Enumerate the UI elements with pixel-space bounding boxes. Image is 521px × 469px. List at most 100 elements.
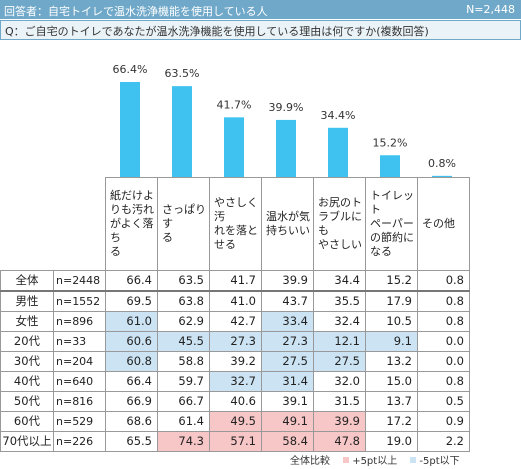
header-bar: 回答者：自宅トイレで温水洗浄機能を使用している人 N=2,448 <box>0 0 521 19</box>
table-cell: 39.1 <box>261 390 314 412</box>
table-cell: 0.8 <box>417 310 470 332</box>
table-cell: 0.9 <box>417 410 470 432</box>
row-sample-size: n=2448 <box>53 269 106 292</box>
column-header: 温水が気 持ちいい <box>261 177 314 271</box>
legend-low: -5pt以下 <box>410 456 460 467</box>
bar-value-label-1: 66.4% <box>113 63 148 76</box>
row-sample-size: n=1552 <box>53 290 106 312</box>
respondents-text: 回答者：自宅トイレで温水洗浄機能を使用している人 <box>4 3 268 19</box>
table-cell: 61.4 <box>157 410 210 432</box>
table-cell: 47.8 <box>313 430 366 452</box>
table-cell: 0.8 <box>417 290 470 312</box>
table-cell: 45.5 <box>157 330 210 352</box>
table-cell: 66.7 <box>157 390 210 412</box>
table-cell: 49.1 <box>261 410 314 432</box>
table-cell: 74.3 <box>157 430 210 452</box>
legend-high-swatch <box>343 457 350 463</box>
table-cell: 60.6 <box>105 330 158 352</box>
row-label: 全体 <box>0 269 54 292</box>
table-cell: 58.8 <box>157 350 210 372</box>
table-cell: 27.5 <box>261 350 314 372</box>
row-label: 30代 <box>0 350 54 372</box>
respondents-label: 回答者： <box>4 5 48 18</box>
table-cell: 13.2 <box>365 350 418 372</box>
table-cell: 15.2 <box>365 269 418 292</box>
row-sample-size: n=204 <box>53 350 106 372</box>
table-cell: 0.8 <box>417 370 470 392</box>
legend-high: +5pt以上 <box>343 456 397 467</box>
bar-6 <box>380 155 400 177</box>
row-sample-size: n=529 <box>53 410 106 432</box>
table-cell: 60.8 <box>105 350 158 372</box>
table-cell: 49.5 <box>209 410 262 432</box>
legend-low-label: -5pt以下 <box>419 456 460 467</box>
row-label: 女性 <box>0 310 54 332</box>
bar-value-label-6: 15.2% <box>373 136 408 149</box>
table-row: 30代 n=204 60.8 58.8 39.2 27.5 27.5 13.2 0.0 <box>0 350 470 372</box>
table-cell: 42.7 <box>209 310 262 332</box>
table-cell: 0.5 <box>417 390 470 412</box>
row-sample-size: n=816 <box>53 390 106 412</box>
table-cell: 58.4 <box>261 430 314 452</box>
table-cell: 68.6 <box>105 410 158 432</box>
table-cell: 0.0 <box>417 330 470 352</box>
table-cell: 17.9 <box>365 290 418 312</box>
row-sample-size: n=33 <box>53 330 106 352</box>
row-sample-size: n=640 <box>53 370 106 392</box>
bar-value-label-3: 41.7% <box>217 98 252 111</box>
bar-1 <box>120 82 140 177</box>
table-cell: 27.3 <box>209 330 262 352</box>
table-cell: 39.9 <box>261 269 314 292</box>
column-header: やさしく汚 れを落と せる <box>209 177 262 271</box>
table-cell: 63.8 <box>157 290 210 312</box>
table-row: 女性 n=896 61.0 62.9 42.7 33.4 32.4 10.5 0.8 <box>0 310 470 332</box>
table-cell: 41.7 <box>209 269 262 292</box>
bar-chart: 66.4% 63.5% 41.7% 39.9% 34.4% 15.2% 0.8% <box>113 63 456 177</box>
table-cell: 9.1 <box>365 330 418 352</box>
table-cell: 66.4 <box>105 370 158 392</box>
table-cell: 34.4 <box>313 269 366 292</box>
bar-2 <box>172 86 192 177</box>
table-cell: 32.7 <box>209 370 262 392</box>
respondents-value: 自宅トイレで温水洗浄機能を使用している人 <box>48 5 268 18</box>
column-header: さっぱりする <box>157 177 210 271</box>
table-cell: 17.2 <box>365 410 418 432</box>
table-cell: 33.4 <box>261 310 314 332</box>
bar-4 <box>276 119 296 177</box>
table-cell: 57.1 <box>209 430 262 452</box>
table-cell: 32.4 <box>313 310 366 332</box>
table-cell: 63.5 <box>157 269 210 292</box>
table-cell: 2.2 <box>417 430 470 452</box>
table-cell: 10.5 <box>365 310 418 332</box>
table-cell: 62.9 <box>157 310 210 332</box>
bar-value-label-4: 39.9% <box>269 101 304 114</box>
question-text: Q：ご自宅のトイレであなたが温水洗浄機能を使用している理由は何ですか(複数回答) <box>5 25 429 38</box>
row-label: 男性 <box>0 290 54 312</box>
table-row: 50代 n=816 66.9 66.7 40.6 39.1 31.5 13.7 0.5 <box>0 390 470 412</box>
table-cell: 15.0 <box>365 370 418 392</box>
bar-value-label-7: 0.8% <box>428 157 456 170</box>
bar-value-label-5: 34.4% <box>321 109 356 122</box>
table-row: 20代 n=33 60.6 45.5 27.3 27.3 12.1 9.1 0.0 <box>0 330 470 352</box>
table-row: 70代以上 n=226 65.5 74.3 57.1 58.4 47.8 19.0 2.2 <box>0 430 470 452</box>
header-blank-cell <box>0 177 106 271</box>
question-box: Q：ご自宅のトイレであなたが温水洗浄機能を使用している理由は何ですか(複数回答) <box>0 20 521 40</box>
row-label: 60代 <box>0 410 54 432</box>
row-label: 40代 <box>0 370 54 392</box>
table-row: 40代 n=640 66.4 59.7 32.7 31.4 32.0 15.0 0.8 <box>0 370 470 392</box>
row-sample-size: n=896 <box>53 310 106 332</box>
table-cell: 66.4 <box>105 269 158 292</box>
table-cell: 59.7 <box>157 370 210 392</box>
table-cell: 41.0 <box>209 290 262 312</box>
column-header: その他 <box>417 177 470 271</box>
table-cell: 12.1 <box>313 330 366 352</box>
table-cell: 31.5 <box>313 390 366 412</box>
row-label: 20代 <box>0 330 54 352</box>
crosstab-table: 紙だけよ りも汚れ がよく落ちるさっぱりするやさしく汚 れを落と せる 温水が気 持ちいいお… <box>0 177 470 452</box>
row-label: 50代 <box>0 390 54 412</box>
table-cell: 39.2 <box>209 350 262 372</box>
table-cell: 65.5 <box>105 430 158 452</box>
column-header: お尻のト ラブルにも やさしい <box>313 177 366 271</box>
table-cell: 35.5 <box>313 290 366 312</box>
table-cell: 31.4 <box>261 370 314 392</box>
